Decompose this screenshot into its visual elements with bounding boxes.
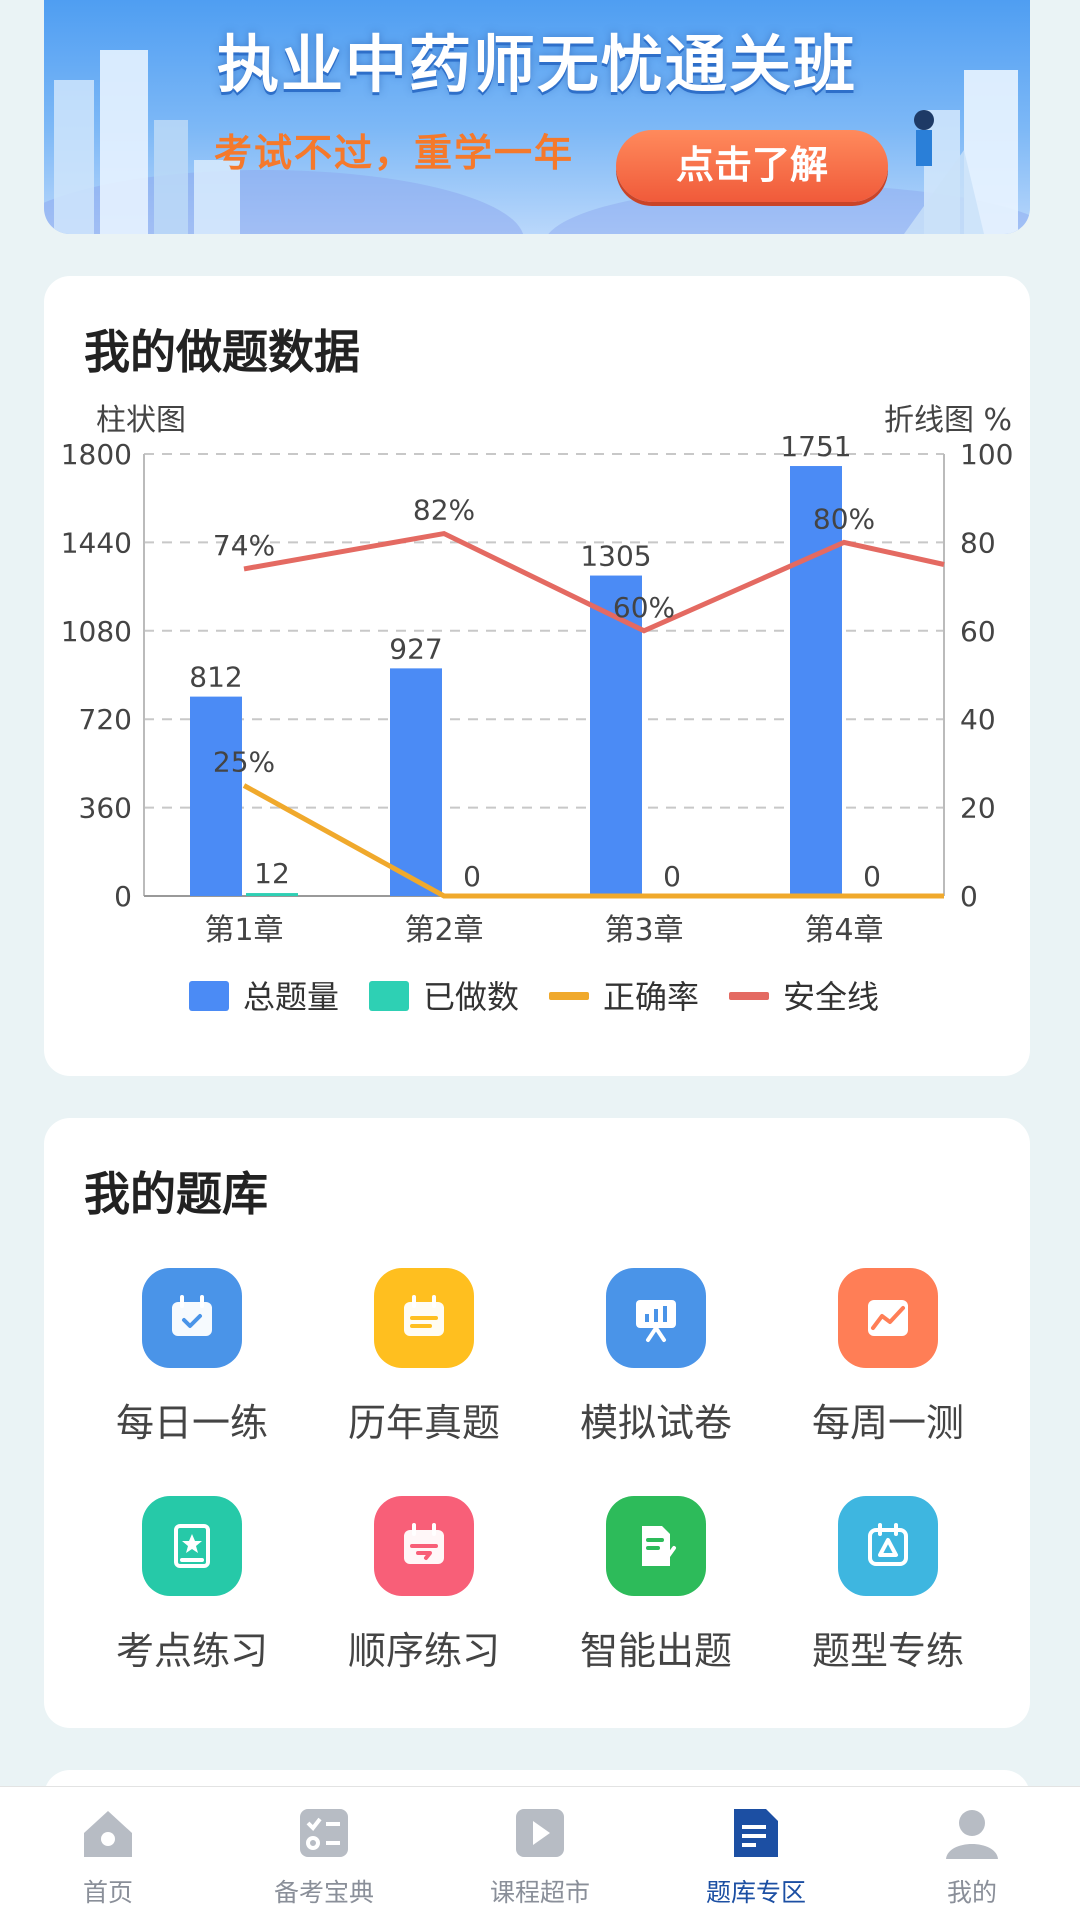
bank-item-label: 模拟试卷 (579, 1401, 732, 1445)
left-tick-label: 1800 (61, 438, 132, 471)
bar-label: 812 (189, 661, 242, 694)
left-tick-label: 1440 (61, 526, 132, 559)
line-label: 25% (213, 746, 275, 779)
bank-item-8[interactable]: 题型专练 (772, 1496, 1004, 1675)
nav-label: 题库专区 (705, 1878, 806, 1907)
star-note-icon (142, 1496, 242, 1596)
left-tick-label: 720 (79, 703, 132, 736)
bank-item-4[interactable]: 每周一测 (772, 1268, 1004, 1447)
left-tick-label: 0 (114, 880, 132, 913)
banner-subtitle: 考试不过，重学一年 (214, 131, 575, 175)
x-tick-label: 第3章 (604, 913, 683, 948)
nav-item-1[interactable]: 首页 (28, 1805, 188, 1909)
bank-item-label: 历年真题 (347, 1401, 500, 1445)
bank-card-title: 我的题库 (84, 1167, 268, 1221)
bottom-navigation: 首页 备考宝典 课程超市 题库专区 我的 (0, 1786, 1080, 1920)
legend-swatch-安全线 (729, 992, 769, 1000)
practice-chart: 柱状图 折线图 % 0 360 720 1080 1440 1800 0 20 40 60 80 100 第… (61, 403, 1014, 1016)
bank-item-2[interactable]: 历年真题 (308, 1268, 540, 1447)
legend-label: 总题量 (243, 978, 339, 1016)
bar-label: 0 (863, 860, 881, 893)
calendar-check-icon (142, 1268, 242, 1368)
nav-item-2[interactable]: 备考宝典 (244, 1805, 404, 1909)
line-label: 80% (813, 502, 875, 535)
legend-swatch-正确率 (549, 992, 589, 1000)
legend-swatch-已做数 (369, 981, 409, 1011)
document-icon (726, 1805, 786, 1861)
x-tick-label: 第2章 (404, 913, 483, 948)
line-正确率 (242, 783, 944, 899)
nav-item-3[interactable]: 课程超市 (460, 1805, 620, 1909)
right-tick-label: 100 (960, 438, 1013, 471)
bank-item-3[interactable]: 模拟试卷 (540, 1268, 772, 1447)
banner-title: 执业中药师无忧通关班 (216, 28, 857, 101)
checklist-icon (294, 1805, 354, 1861)
nav-label: 备考宝典 (273, 1878, 374, 1907)
bank-item-label: 顺序练习 (347, 1629, 500, 1673)
bar-总题量 (790, 466, 842, 896)
play-icon (510, 1805, 570, 1861)
user-icon (942, 1805, 1002, 1861)
right-tick-label: 0 (960, 880, 978, 913)
line-label: 82% (413, 494, 475, 527)
practice-data-card: 我的做题数据 柱状图 折线图 % 0 360 720 1080 1440 1800 0 20 40 6… (44, 276, 1030, 1076)
question-bank-card: 我的题库 每日一练 历年真题 模拟试卷 每周一测考点练习 顺序练习 智能出题 题型专练 (44, 1118, 1030, 1728)
legend-swatch-总题量 (189, 981, 229, 1011)
bank-item-7[interactable]: 智能出题 (540, 1496, 772, 1675)
bank-item-6[interactable]: 顺序练习 (308, 1496, 540, 1675)
nav-item-4[interactable]: 题库专区 (676, 1805, 836, 1909)
nav-item-5[interactable]: 我的 (892, 1805, 1052, 1909)
bank-item-label: 题型专练 (811, 1629, 964, 1673)
learn-more-button[interactable]: 点击了解 (616, 130, 888, 202)
bar-总题量 (190, 696, 242, 896)
x-tick-label: 第1章 (204, 913, 283, 948)
triangle-calendar-icon (838, 1496, 938, 1596)
calendar-list-icon (374, 1268, 474, 1368)
right-tick-label: 60 (960, 615, 996, 648)
bar-已做数 (246, 893, 298, 896)
promo-banner[interactable]: 执业中药师无忧通关班 考试不过，重学一年 点击了解 (44, 0, 1030, 234)
line-label: 60% (613, 591, 675, 624)
right-tick-label: 40 (960, 703, 996, 736)
right-tick-label: 20 (960, 792, 996, 825)
bar-label: 1305 (580, 540, 651, 573)
legend-label: 已做数 (423, 978, 519, 1016)
bar-label: 12 (254, 857, 290, 890)
left-axis-title: 柱状图 (96, 403, 186, 438)
line-安全线 (243, 530, 945, 634)
bank-item-label: 每周一测 (811, 1401, 964, 1445)
left-tick-label: 1080 (61, 615, 132, 648)
bar-label: 1751 (780, 430, 851, 463)
calendar-sort-icon (374, 1496, 474, 1596)
nav-label: 我的 (946, 1878, 997, 1907)
nav-label: 课程超市 (489, 1878, 590, 1907)
bank-item-5[interactable]: 考点练习 (76, 1496, 308, 1675)
bank-item-1[interactable]: 每日一练 (76, 1268, 308, 1447)
trend-chart-icon (838, 1268, 938, 1368)
bar-label: 0 (463, 860, 481, 893)
right-axis-title: 折线图 % (884, 403, 1012, 438)
right-tick-label: 80 (960, 526, 996, 559)
x-tick-label: 第4章 (804, 913, 883, 948)
bank-item-label: 考点练习 (115, 1629, 268, 1673)
bar-总题量 (390, 668, 442, 896)
home-icon (78, 1805, 138, 1861)
line-label: 74% (213, 529, 275, 562)
legend-label: 正确率 (603, 978, 699, 1016)
legend-label: 安全线 (783, 978, 879, 1016)
bar-label: 0 (663, 860, 681, 893)
bar-label: 927 (389, 632, 442, 665)
bank-item-label: 智能出题 (579, 1629, 732, 1673)
data-card-title: 我的做题数据 (84, 325, 360, 379)
presentation-chart-icon (606, 1268, 706, 1368)
nav-label: 首页 (82, 1878, 133, 1907)
bar-总题量 (590, 575, 642, 896)
bank-item-label: 每日一练 (115, 1401, 268, 1445)
left-tick-label: 360 (79, 792, 132, 825)
document-edit-icon (606, 1496, 706, 1596)
